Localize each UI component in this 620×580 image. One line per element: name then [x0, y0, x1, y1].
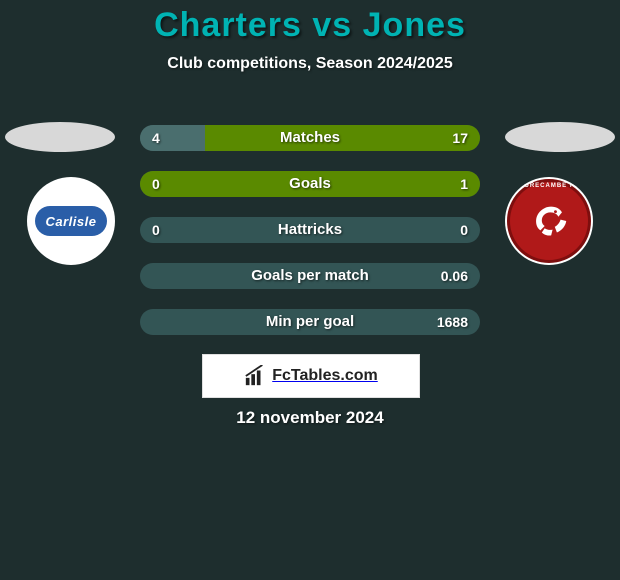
club-badge-morecambe: MORECAMBE FC [507, 179, 591, 263]
stat-label: Min per goal [140, 309, 480, 335]
stat-label: Matches [140, 125, 480, 151]
club-badge-morecambe-ring: MORECAMBE FC [510, 183, 588, 189]
stat-row: Hattricks0 0 [140, 217, 480, 243]
page-subtitle: Club competitions, Season 2024/2025 [0, 55, 620, 73]
stat-value-right: 0 [460, 217, 468, 243]
stat-value-left: 0 [152, 217, 160, 243]
club-logo-left[interactable]: Carlisle [27, 177, 115, 265]
player-photo-left [5, 122, 115, 152]
stat-label: Hattricks [140, 217, 480, 243]
brand-text: FcTables.com [272, 367, 378, 385]
club-badge-carlisle-label: Carlisle [46, 214, 97, 229]
bar-chart-icon [244, 365, 266, 387]
player-photo-right [505, 122, 615, 152]
club-logo-right[interactable]: MORECAMBE FC [505, 177, 593, 265]
brand-link[interactable]: FcTables.com [202, 354, 420, 398]
page-title: Charters vs Jones [0, 0, 620, 45]
club-badge-carlisle: Carlisle [35, 206, 107, 236]
comparison-widget: Charters vs Jones Club competitions, Sea… [0, 0, 620, 580]
stat-row: Goals0 1 [140, 171, 480, 197]
stat-row: Min per goal1688 [140, 309, 480, 335]
stat-value-left: 4 [152, 125, 160, 151]
stat-value-right: 0.06 [441, 263, 468, 289]
stat-value-left: 0 [152, 171, 160, 197]
stat-value-right: 1 [460, 171, 468, 197]
stats-block: Matches417Goals01Hattricks00Goals per ma… [140, 125, 480, 355]
stat-label: Goals [140, 171, 480, 197]
stat-row: Matches4 17 [140, 125, 480, 151]
stat-value-right: 1688 [437, 309, 468, 335]
stat-row: Goals per match0.06 [140, 263, 480, 289]
snapshot-date: 12 november 2024 [0, 408, 620, 428]
stat-label: Goals per match [140, 263, 480, 289]
shrimp-icon [526, 198, 572, 244]
stat-value-right: 17 [452, 125, 468, 151]
